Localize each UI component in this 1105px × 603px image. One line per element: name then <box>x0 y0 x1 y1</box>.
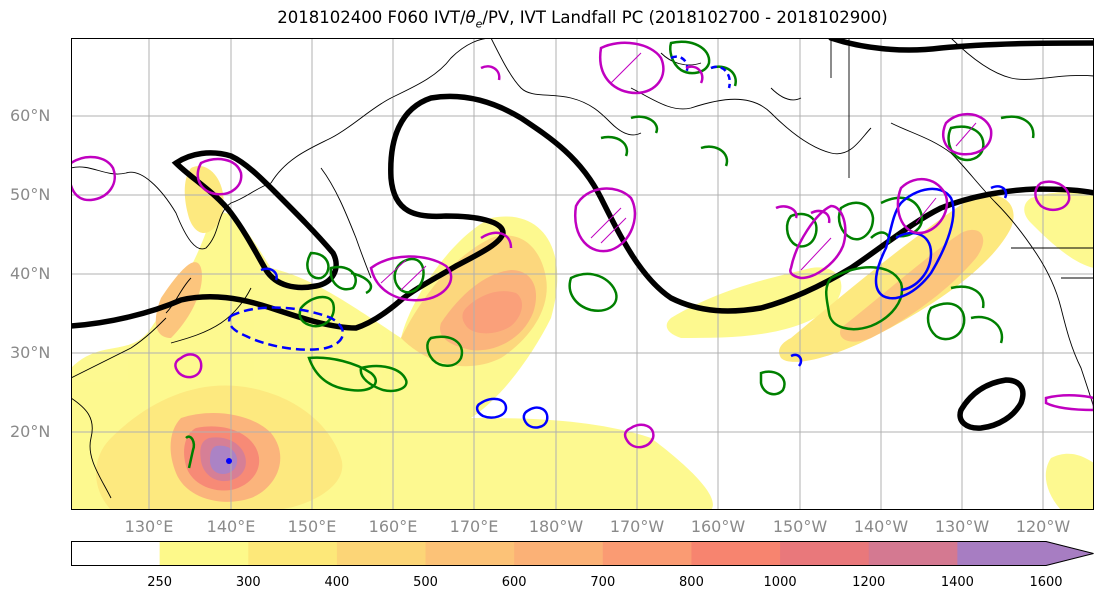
colorbar-tick-label: 1600 <box>1029 575 1063 590</box>
lat-label-60n: 60°N <box>10 106 51 125</box>
lon-label-140w: 140°W <box>853 517 909 536</box>
colorbar-segment <box>957 541 1047 566</box>
map-panel <box>71 38 1094 510</box>
contour-magenta <box>71 41 1094 449</box>
colorbar-segment <box>159 541 249 566</box>
colorbar-tick-label: 300 <box>235 575 261 590</box>
map-title: 2018102400 F060 IVT/θe/PV, IVT Landfall … <box>277 8 888 31</box>
colorbar-tick-label: 800 <box>679 575 704 590</box>
colorbar-tick-label: 600 <box>501 575 527 590</box>
lon-label-170e: 170°E <box>449 517 499 536</box>
colorbar-tick-label: 500 <box>413 575 438 590</box>
colorbar-segment <box>780 541 870 566</box>
lat-label-20n: 20°N <box>10 422 51 441</box>
lon-label-170w: 170°W <box>609 517 665 536</box>
colorbar-segment <box>602 541 692 566</box>
colorbar-tick-label: 1400 <box>940 575 974 590</box>
lat-label-50n: 50°N <box>10 185 51 204</box>
colorbar-segment <box>514 541 604 566</box>
magenta-hatching <box>380 52 977 291</box>
colorbar-segment <box>71 541 161 566</box>
colorbar-segment <box>336 541 427 566</box>
lon-label-160w: 160°W <box>690 517 746 536</box>
colorbar-tick-label: 700 <box>590 575 616 590</box>
lon-label-160e: 160°E <box>368 517 418 536</box>
lat-label-40n: 40°N <box>10 264 51 283</box>
lon-label-150w: 150°W <box>772 517 828 536</box>
colorbar-tick-label: 1200 <box>852 575 886 590</box>
lon-label-180w: 180°W <box>528 517 584 536</box>
colorbar-segment <box>425 541 515 566</box>
lon-label-140e: 140°E <box>206 517 256 536</box>
lat-label-30n: 30°N <box>10 343 51 362</box>
coastlines <box>71 38 1094 499</box>
center-marker <box>226 458 232 464</box>
colorbar-tick-label: 400 <box>324 575 350 590</box>
lon-label-130e: 130°E <box>124 517 174 536</box>
contour-blue <box>227 55 1008 429</box>
colorbar-tick-label: 250 <box>147 575 173 590</box>
colorbar-extend-arrow <box>1046 541 1094 566</box>
colorbar-segment <box>691 541 781 566</box>
lon-label-120w: 120°W <box>1015 517 1071 536</box>
colorbar-tick-label: 1000 <box>763 575 797 590</box>
colorbar <box>71 541 1094 566</box>
contour-thick-black <box>71 38 1094 431</box>
lon-label-130w: 130°W <box>934 517 990 536</box>
lon-label-150e: 150°E <box>287 517 337 536</box>
colorbar-segment <box>248 541 338 566</box>
colorbar-segment <box>868 541 958 566</box>
